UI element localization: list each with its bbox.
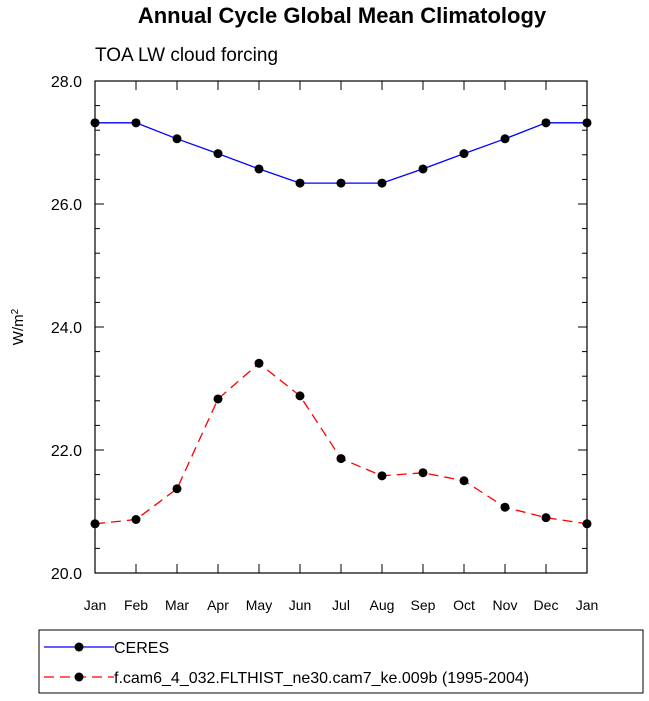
y-tick-label: 28.0 [51,74,82,91]
data-point [377,471,387,481]
legend-swatch-marker [74,672,84,682]
x-tick-label: Nov [493,597,518,613]
data-point [582,519,592,529]
data-point [541,118,551,128]
data-point [254,164,264,174]
data-point [500,502,510,512]
data-point [582,118,592,128]
x-tick-label: Mar [165,597,189,613]
y-tick-label: 24.0 [51,320,82,337]
x-tick-label: Jul [332,597,350,613]
legend-item: CERES [44,640,169,657]
x-tick-label: Aug [370,597,395,613]
y-axis-title-text: W/m [10,314,27,345]
data-point [418,468,428,478]
y-tick-label: 20.0 [51,566,82,583]
axis-ticks: Jan Feb Mar Apr May Jun Jul Aug Sep Oct Nov Dec Jan2… [51,74,598,613]
legend-swatch-marker [74,642,84,652]
y-axis-title: W/m2 [10,308,28,345]
legend-label: CERES [114,640,169,657]
data-point [213,394,223,404]
series-line [94,362,588,525]
y-tick-label: 22.0 [51,443,82,460]
data-point [336,454,346,464]
x-tick-label: Jun [289,597,312,613]
data-point [131,118,141,128]
x-tick-label: Dec [534,597,559,613]
legend-label: f.cam6_4_032.FLTHIST_ne30.cam7_ke.009b (… [114,670,529,687]
data-point [336,178,346,188]
data-point [172,134,182,144]
data-point [459,476,469,486]
legend: CERES f.cam6_4_032.FLTHIST_ne30.cam7_ke.0… [38,629,644,694]
x-tick-label: Oct [453,597,475,613]
data-point [418,164,428,174]
plot-frame [94,80,588,574]
series-layer [90,118,592,529]
y-tick-label: 26.0 [51,197,82,214]
x-tick-label: Apr [207,597,229,613]
chart-title: Annual Cycle Global Mean Climatology [138,3,547,28]
x-tick-label: Sep [411,597,436,613]
data-point [131,514,141,524]
data-point [295,391,305,401]
legend-item: f.cam6_4_032.FLTHIST_ne30.cam7_ke.009b (… [44,670,529,687]
svg-text:W/m2: W/m2 [10,308,28,345]
chart-subtitle: TOA LW cloud forcing [95,45,278,66]
data-point [213,149,223,159]
data-point [90,118,100,128]
x-tick-label: May [246,597,272,613]
legend-box [38,629,644,694]
data-point [254,358,264,368]
series-1 [90,118,592,188]
data-point [377,178,387,188]
data-point [90,519,100,529]
series-2 [90,358,592,529]
legend-items: CERES f.cam6_4_032.FLTHIST_ne30.cam7_ke.0… [44,640,529,687]
y-axis-title-superscript: 2 [10,308,21,314]
data-point [459,149,469,159]
data-point [295,178,305,188]
data-point [541,513,551,523]
series-line [95,122,587,184]
data-point [500,134,510,144]
x-tick-label: Jan [84,597,107,613]
x-tick-label: Jan [576,597,599,613]
x-tick-label: Feb [124,597,148,613]
data-point [172,484,182,494]
